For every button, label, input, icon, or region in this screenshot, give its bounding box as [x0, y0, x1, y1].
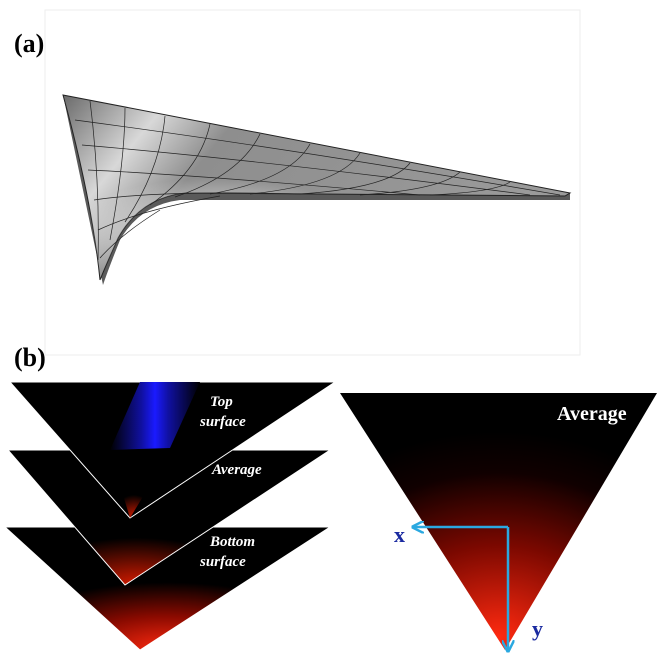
stack-label: surface	[199, 554, 246, 570]
stack-label: surface	[199, 414, 246, 430]
panel-label: (a)	[14, 29, 44, 58]
axis-label: y	[532, 616, 543, 641]
figure: (a) (b) Bottom surface Average Top surfa…	[0, 0, 657, 655]
stack-label: Top	[210, 394, 233, 410]
panel-label: (b)	[14, 343, 46, 372]
stacked-triangles: Bottom surface Average Top surface	[5, 382, 335, 650]
average-map: Average x y	[340, 393, 657, 650]
axis-label: x	[394, 522, 405, 547]
stack-label: Average	[211, 462, 262, 478]
map-label: Average	[557, 403, 627, 425]
stack-label: Bottom	[209, 534, 255, 550]
